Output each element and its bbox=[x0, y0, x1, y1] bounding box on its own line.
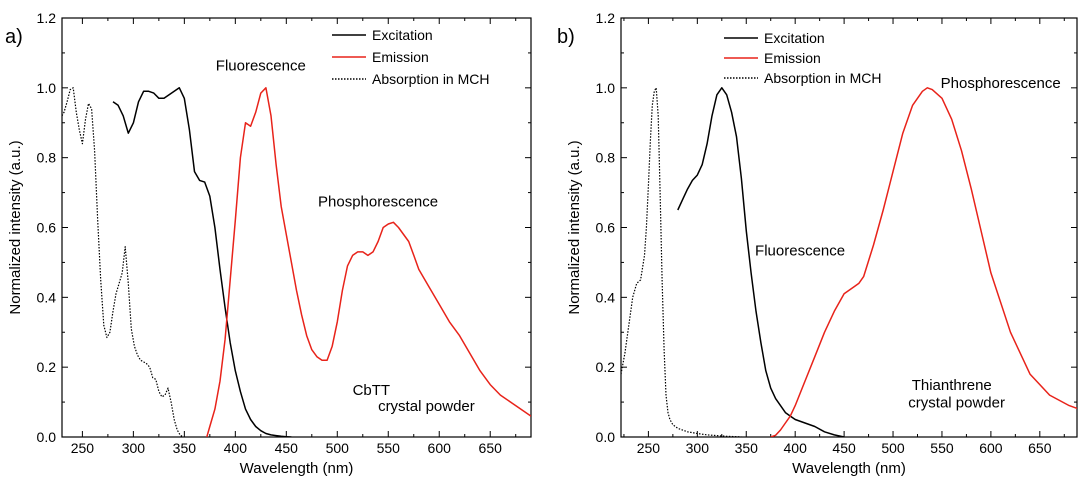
annotation: Phosphorescence bbox=[318, 194, 438, 211]
legend-label: Absorption in MCH bbox=[372, 71, 490, 87]
x-axis-label: Wavelength (nm) bbox=[792, 460, 906, 477]
x-tick-label: 250 bbox=[71, 440, 95, 456]
y-tick-label: 1.2 bbox=[37, 10, 57, 26]
legend-label: Excitation bbox=[764, 30, 825, 46]
series-line-absorption-in-mch bbox=[621, 87, 742, 437]
y-tick-label: 0.8 bbox=[596, 150, 616, 166]
x-tick-label: 650 bbox=[1028, 440, 1052, 456]
x-tick-label: 600 bbox=[979, 440, 1003, 456]
y-tick-label: 0.4 bbox=[596, 289, 616, 305]
x-tick-label: 550 bbox=[377, 440, 401, 456]
series-line-emission bbox=[206, 87, 531, 437]
y-tick-label: 0.0 bbox=[596, 429, 616, 445]
x-tick-label: 500 bbox=[881, 440, 905, 456]
y-tick-label: 0.2 bbox=[37, 359, 57, 375]
y-tick-label: 0.6 bbox=[596, 220, 616, 236]
panel-b: 250 300 350 400 450 500 550 600 650 0.0 0.2 0.4 0.6 0… bbox=[557, 10, 1078, 477]
annotation: Thianthrene bbox=[912, 377, 992, 394]
plot-area bbox=[621, 87, 1077, 437]
x-tick-label: 300 bbox=[122, 440, 146, 456]
y-tick-label: 0.2 bbox=[596, 359, 616, 375]
x-tick-label: 250 bbox=[637, 440, 661, 456]
x-tick-label: 600 bbox=[428, 440, 452, 456]
panel-label: a) bbox=[5, 26, 23, 48]
annotation: Fluorescence bbox=[216, 57, 306, 74]
x-tick-label: 400 bbox=[784, 440, 808, 456]
x-tick-label: 450 bbox=[832, 440, 856, 456]
y-tick-label: 1.0 bbox=[37, 80, 57, 96]
legend-label: Absorption in MCH bbox=[764, 70, 882, 86]
panel-a: 250 300 350 400 450 500 550 600 650 0.0 0.2 0.4 0.6 0… bbox=[5, 10, 532, 477]
legend: Excitation Emission Absorption in MCH bbox=[724, 30, 882, 86]
y-tick-label: 0.0 bbox=[37, 429, 57, 445]
panel-label: b) bbox=[557, 26, 575, 48]
annotation: Phosphorescence bbox=[941, 75, 1061, 92]
annotation: crystal powder bbox=[908, 394, 1005, 411]
annotation: Fluorescence bbox=[755, 242, 845, 259]
y-axis-label: Normalized intensity (a.u.) bbox=[566, 140, 583, 314]
series-line-excitation bbox=[112, 87, 292, 437]
series-line-absorption-in-mch bbox=[62, 87, 184, 437]
annotation: crystal powder bbox=[378, 398, 475, 415]
legend-label: Emission bbox=[372, 49, 429, 65]
legend: Excitation Emission Absorption in MCH bbox=[332, 27, 490, 87]
plot-area bbox=[62, 87, 531, 437]
y-axis-label: Normalized intensity (a.u.) bbox=[7, 140, 24, 314]
y-tick-label: 0.4 bbox=[37, 289, 57, 305]
y-tick-label: 1.0 bbox=[596, 80, 616, 96]
x-tick-label: 450 bbox=[275, 440, 299, 456]
legend-label: Emission bbox=[764, 50, 821, 66]
x-tick-label: 400 bbox=[224, 440, 248, 456]
x-tick-label: 350 bbox=[735, 440, 759, 456]
series-line-emission bbox=[770, 87, 1077, 437]
x-tick-label: 650 bbox=[479, 440, 503, 456]
y-tick-label: 1.2 bbox=[596, 10, 616, 26]
legend-label: Excitation bbox=[372, 27, 433, 43]
x-tick-label: 300 bbox=[686, 440, 710, 456]
x-tick-label: 550 bbox=[930, 440, 954, 456]
series-line-excitation bbox=[677, 87, 845, 437]
y-tick-label: 0.8 bbox=[37, 150, 57, 166]
x-axis-label: Wavelength (nm) bbox=[240, 460, 354, 477]
annotation: CbTT bbox=[353, 382, 391, 399]
y-tick-label: 0.6 bbox=[37, 220, 57, 236]
x-tick-label: 350 bbox=[173, 440, 197, 456]
x-tick-label: 500 bbox=[326, 440, 350, 456]
